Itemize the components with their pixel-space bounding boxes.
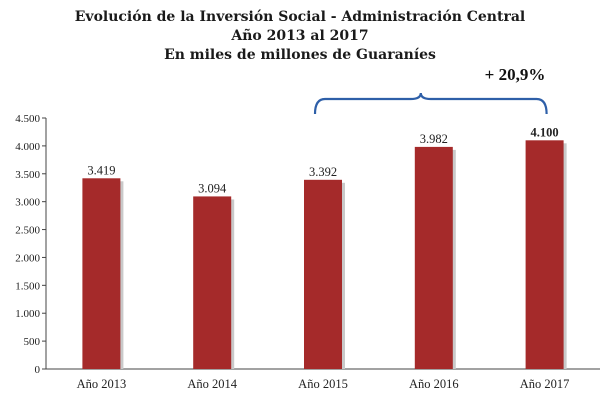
y-tick-label: 3.000 — [15, 197, 40, 209]
bar — [414, 146, 453, 369]
y-tick-label: 4.000 — [15, 141, 40, 153]
y-tick-label: 500 — [24, 336, 41, 348]
data-label: 3.419 — [87, 163, 115, 177]
chart-title: Evolución de la Inversión Social - Admin… — [74, 9, 526, 25]
x-tick-label: Año 2015 — [298, 377, 348, 391]
y-tick-label: 4.500 — [15, 113, 40, 125]
chart-subtitle: Año 2013 al 2017 — [231, 28, 369, 44]
bar — [525, 140, 564, 369]
y-tick-label: 3.500 — [15, 169, 40, 181]
y-tick-label: 1.500 — [15, 280, 40, 292]
y-tick-label: 2.000 — [15, 252, 40, 264]
bar — [304, 179, 342, 369]
x-tick-label: Año 2017 — [520, 377, 570, 391]
y-tick-label: 1.000 — [15, 308, 40, 320]
data-label: 4.100 — [531, 125, 559, 139]
x-tick-label: Año 2013 — [77, 377, 127, 391]
bar — [82, 178, 121, 369]
chart-subtitle-units: En miles de millones de Guaraníes — [164, 47, 436, 63]
y-tick-label: 0 — [35, 364, 41, 376]
growth-brace — [313, 92, 548, 115]
chart-title-block: Evolución de la Inversión Social - Admin… — [0, 8, 600, 65]
y-tick-label: 2.500 — [15, 225, 40, 237]
data-label: 3.982 — [420, 132, 448, 146]
x-tick-label: Año 2014 — [187, 377, 237, 391]
data-label: 3.094 — [198, 181, 227, 195]
growth-annotation: + 20,9% — [485, 65, 546, 84]
data-label: 3.392 — [309, 165, 337, 179]
bar — [193, 196, 232, 369]
x-tick-label: Año 2016 — [409, 377, 459, 391]
